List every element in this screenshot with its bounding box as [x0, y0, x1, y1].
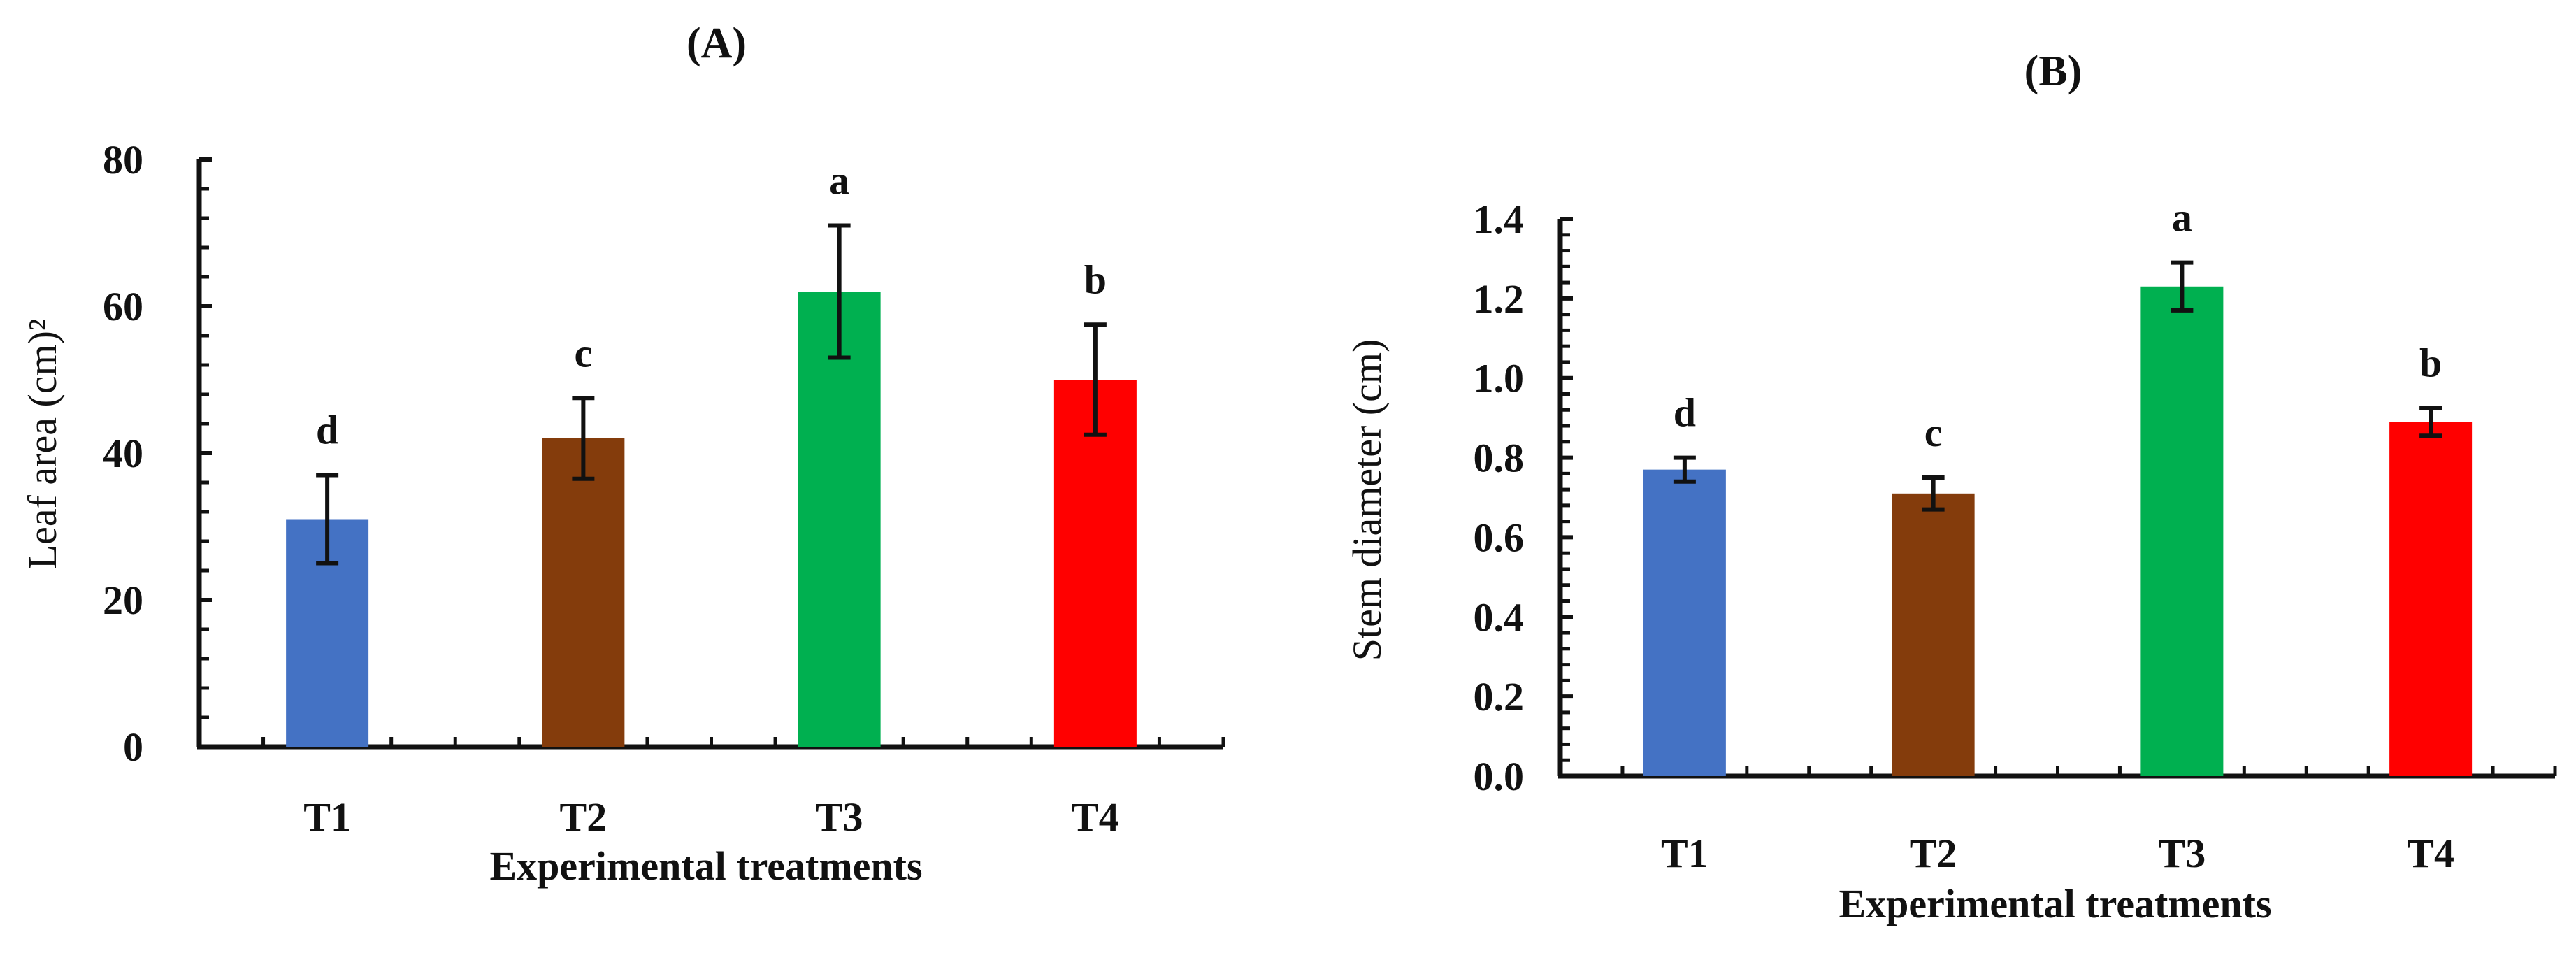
panel-a-label: (A)	[686, 20, 747, 67]
panel-b-category-label-t1: T1	[1661, 831, 1708, 876]
panel-b-significance-label-t4: b	[2419, 340, 2442, 385]
panel-a-bars	[286, 223, 1137, 747]
panel-a-category-label-t3: T3	[816, 794, 863, 840]
panel-b-significance-label-t2: c	[1924, 410, 1943, 455]
panel-b-category-label-t2: T2	[1910, 831, 1957, 876]
panel-a-error-bar-t1	[316, 473, 339, 566]
panel-b-category-label-t3: T3	[2159, 831, 2206, 876]
panel-b-bar-t2	[1892, 493, 1975, 776]
panel-b-error-bar-t4	[2419, 406, 2442, 438]
panel-a-y-tick-label: 20	[103, 578, 143, 623]
panel-a-error-bar-t3	[828, 223, 851, 360]
panel-a-x-axis-title: Experimental treatments	[489, 843, 922, 889]
panel-b-significance-label-t1: d	[1674, 390, 1696, 436]
panel-b-y-tick-label: 0.0	[1474, 754, 1525, 799]
panel-a-leaf-area-chart: (A) Leaf area (cm)² Experimental treatme…	[20, 20, 1225, 889]
panel-a-y-tick-label: 40	[103, 431, 143, 476]
panel-a-bar-t4	[1053, 380, 1137, 747]
panel-a-labels: 0 20 40 60 80 T1 d T2 c T3 a T4 b	[103, 137, 1119, 840]
panel-b-significance-label-t3: a	[2172, 195, 2192, 241]
panel-a-error-bar-t2	[572, 396, 595, 481]
panel-a-category-label-t2: T2	[560, 794, 607, 840]
panel-a-category-label-t1: T1	[303, 794, 351, 840]
panel-b-y-tick-label: 1.4	[1474, 196, 1525, 242]
panel-b-error-bar-t3	[2171, 260, 2194, 313]
panel-a-bar-t3	[798, 292, 881, 747]
panel-b-x-axis-title: Experimental treatments	[1839, 881, 2271, 926]
panel-b-category-label-t4: T4	[2407, 831, 2454, 876]
panel-b-error-bar-t1	[1673, 455, 1696, 484]
panel-b-y-tick-label: 0.6	[1474, 515, 1525, 560]
panel-b-error-bar-t2	[1922, 475, 1945, 512]
panel-b-y-tick-label: 0.2	[1474, 674, 1525, 719]
panel-a-y-tick-label: 80	[103, 137, 143, 182]
panel-b-y-axis-title: Stem diameter (cm)	[1344, 339, 1390, 661]
panel-b-labels: 0.0 0.2 0.4 0.6 0.8 1.0 1.2 1.4 T1 d T2 c T3 a T4 b	[1474, 195, 2454, 876]
panel-a-category-label-t4: T4	[1072, 794, 1119, 840]
panel-b-y-tick-label: 1.2	[1474, 276, 1525, 322]
panel-a-y-axis-title: Leaf area (cm)²	[20, 319, 65, 570]
panel-a-significance-label-t2: c	[575, 330, 593, 375]
panel-b-bar-t4	[2389, 422, 2473, 776]
panel-a-significance-label-t1: d	[316, 408, 338, 453]
panel-b-bars	[1643, 260, 2473, 776]
panel-a-bar-t2	[542, 438, 625, 747]
panel-a-significance-label-t4: b	[1084, 257, 1107, 302]
panel-b-bar-t1	[1643, 469, 1726, 776]
panel-b-y-tick-label: 0.4	[1474, 594, 1525, 640]
panel-b-y-tick-label: 1.0	[1474, 356, 1525, 401]
panel-a-significance-label-t3: a	[829, 158, 849, 203]
panel-a-y-tick-label: 60	[103, 284, 143, 329]
panel-b-label: (B)	[2024, 48, 2082, 95]
panel-a-y-tick-label: 0	[123, 724, 143, 770]
panel-b-bar-t3	[2140, 286, 2224, 776]
panel-b-stem-diameter-chart: (B) Stem diameter (cm) Experimental trea…	[1344, 48, 2557, 926]
panel-a-error-bar-t4	[1084, 322, 1107, 437]
panel-b-y-tick-label: 0.8	[1474, 436, 1525, 481]
